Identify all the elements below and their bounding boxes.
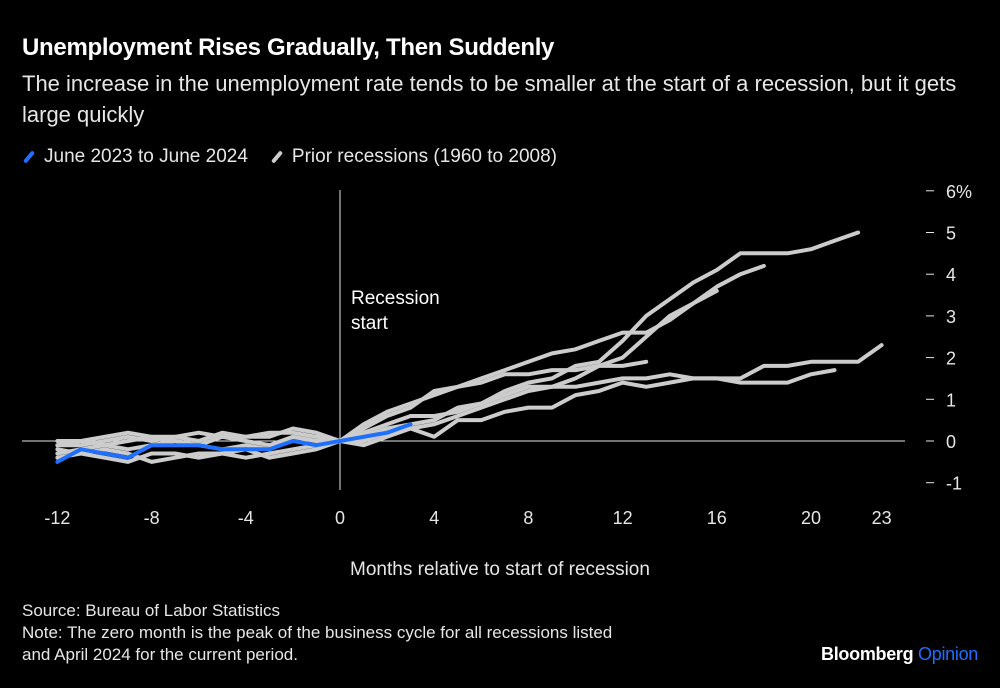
prior-recession-line: [55, 343, 884, 464]
source-note: Source: Bureau of Labor Statistics Note:…: [22, 600, 612, 666]
x-tick-label: 16: [707, 508, 727, 528]
note-text: and April 2024 for the current period.: [22, 645, 298, 664]
prior-recession-line: [55, 359, 649, 448]
y-tick-label: 0: [946, 432, 956, 452]
x-tick-label: 12: [613, 508, 633, 528]
legend-label: June 2023 to June 2024: [44, 146, 248, 167]
y-tick-label: 2: [946, 349, 956, 369]
current-period-line: [55, 422, 413, 464]
y-tick-label: 3: [946, 307, 956, 327]
legend-item-current: June 2023 to June 2024: [22, 146, 248, 168]
chart-subtitle: The increase in the unemployment rate te…: [22, 71, 957, 127]
brand-section: Opinion: [918, 644, 978, 664]
x-axis-label: Months relative to start of recession: [350, 559, 650, 580]
y-tick-label: -1: [946, 474, 962, 494]
brand-name: Bloomberg: [821, 644, 914, 664]
chart-title: Unemployment Rises Gradually, Then Sudde…: [22, 34, 555, 61]
x-tick-label: 20: [801, 508, 821, 528]
legend-item-prior: Prior recessions (1960 to 2008): [270, 146, 557, 168]
x-tick-label: 8: [523, 508, 533, 528]
note-text: Note: The zero month is the peak of the …: [22, 623, 613, 642]
x-tick-label: -4: [238, 508, 254, 528]
y-tick-label: 6%: [946, 182, 972, 202]
x-tick-label: -8: [144, 508, 160, 528]
prior-recession-line: [55, 230, 861, 448]
legend: June 2023 to June 2024 Prior recessions …: [22, 146, 557, 168]
prior-recession-line: [55, 288, 719, 456]
y-tick-label: 4: [946, 265, 956, 285]
y-tick-label: 5: [946, 224, 956, 244]
x-tick-label: 4: [429, 508, 439, 528]
x-tick-label: 23: [872, 508, 892, 528]
y-tick-label: 1: [946, 390, 956, 410]
source-text: Source: Bureau of Labor Statistics: [22, 601, 280, 620]
annotation-text: start: [351, 313, 389, 334]
legend-label: Prior recessions (1960 to 2008): [291, 146, 557, 167]
prior-recession-line: [55, 368, 837, 464]
x-tick-label: -12: [44, 508, 70, 528]
annotation-text: Recession: [351, 288, 440, 309]
x-tick-label: 0: [335, 508, 345, 528]
bloomberg-opinion-logo: Bloomberg Opinion: [821, 644, 978, 665]
prior-recession-line: [55, 263, 766, 443]
